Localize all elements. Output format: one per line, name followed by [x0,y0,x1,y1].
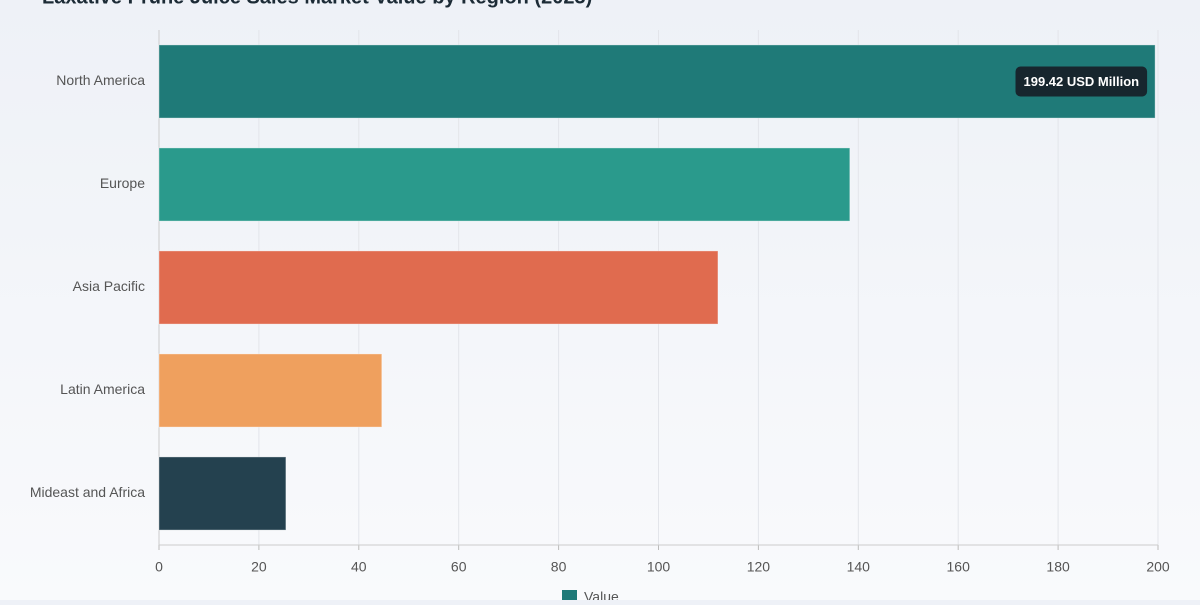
y-tick-label: Europe [100,175,145,191]
y-tick-label: North America [56,72,145,88]
x-tick-label: 40 [351,559,367,575]
x-tick-label: 120 [747,559,771,575]
x-tick-label: 60 [451,559,467,575]
x-tick-label: 0 [155,559,163,575]
bar [158,147,851,222]
bar [158,456,287,531]
x-tick-label: 140 [847,559,871,575]
x-tick-label: 200 [1146,559,1170,575]
bar [158,353,383,428]
legend-swatch [562,590,577,602]
y-tick-label: Mideast and Africa [30,484,145,500]
bar [158,44,1156,119]
legend-label: Value [584,589,619,600]
y-tick-label: Asia Pacific [73,278,145,294]
y-tick-label: Latin America [60,381,145,397]
tooltip-box [1015,66,1148,97]
x-tick-label: 100 [647,559,671,575]
bar [158,250,719,325]
x-tick-label: 80 [551,559,567,575]
tooltip: 199.42 USD Million [1015,66,1148,97]
x-tick-label: 160 [947,559,971,575]
legend: Value [562,589,619,605]
chart-title: Laxative Prune Juice Sales Market Value … [42,0,592,8]
x-tick-label: 20 [251,559,267,575]
x-tick-label: 180 [1046,559,1070,575]
tooltip-text: 199.42 USD Million [1024,74,1140,89]
